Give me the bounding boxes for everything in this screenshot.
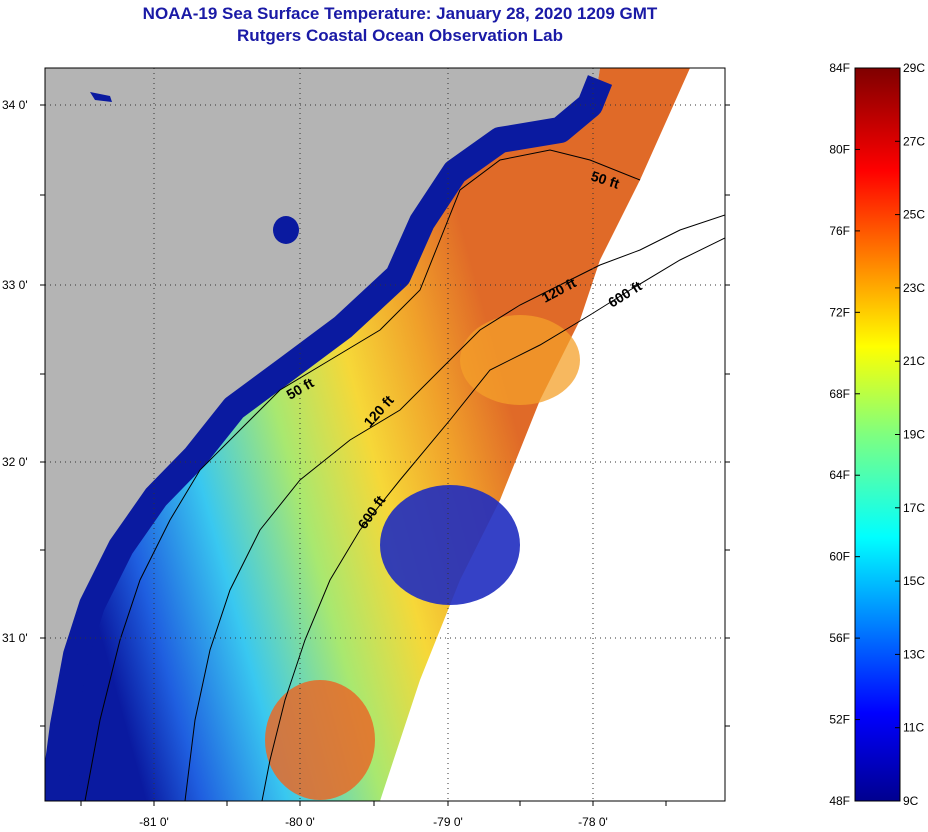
colorbar-f-label: 52F [829,713,850,727]
lon-tick-label: -78 0' [578,815,608,829]
colorbar-c-label: 25C [903,208,925,222]
map-subtitle: Rutgers Coastal Ocean Observation Lab [237,26,563,45]
contour-600ft [261,237,725,801]
colorbar-c-label: 17C [903,501,925,515]
colorbar-f-label: 48F [829,794,850,808]
contour-120ft [184,214,725,801]
axis-ticks [40,104,730,806]
lat-tick-label: 31 0' [2,631,28,645]
contour-50ft [84,149,641,801]
sst-swath [45,68,690,801]
colorbar-c-label: 15C [903,574,925,588]
colorbar-c-label: 9C [903,794,919,808]
colorbar-f-label: 60F [829,550,850,564]
lon-tick-label: -80 0' [285,815,315,829]
colorbar-f-label: 80F [829,142,850,156]
lat-tick-label: 33 0' [2,278,28,292]
map-title: NOAA-19 Sea Surface Temperature: January… [142,4,658,23]
colorbar-c-label: 19C [903,428,925,442]
lat-tick-label: 32 0' [2,455,28,469]
warm-patch-south [265,680,375,800]
lat-tick-label: 34 0' [2,98,28,112]
plot-frame [44,67,726,802]
map-grid [45,68,725,801]
coastal-cold-water [45,75,613,801]
lon-tick-label: -79 0' [433,815,463,829]
inland-river [90,92,112,102]
colorbar-fahrenheit-scale: 84F 80F 76F 72F 68F 64F 60F 56F 52F 48F [829,61,860,808]
colorbar-celsius-scale: 29C 27C 25C 23C 21C 19C 17C 15C 13C 11C 9C [895,61,925,808]
lon-tick-label: -81 0' [139,815,169,829]
colorbar-c-label: 23C [903,281,925,295]
colorbar-c-label: 29C [903,61,925,75]
colorbar-f-label: 68F [829,387,850,401]
colorbar-f-label: 84F [829,61,850,75]
warm-patch-mid [460,315,580,405]
colorbar-c-label: 13C [903,647,925,661]
colorbar-c-label: 27C [903,134,925,148]
land-mass [45,68,600,801]
colorbar-f-label: 56F [829,631,850,645]
colorbar-f-label: 76F [829,224,850,238]
cold-eddy [380,485,520,605]
inland-lake [273,216,299,244]
colorbar-f-label: 64F [829,468,850,482]
colorbar-f-label: 72F [829,305,850,319]
colorbar [854,67,901,802]
colorbar-c-label: 21C [903,354,925,368]
colorbar-c-label: 11C [903,721,924,735]
